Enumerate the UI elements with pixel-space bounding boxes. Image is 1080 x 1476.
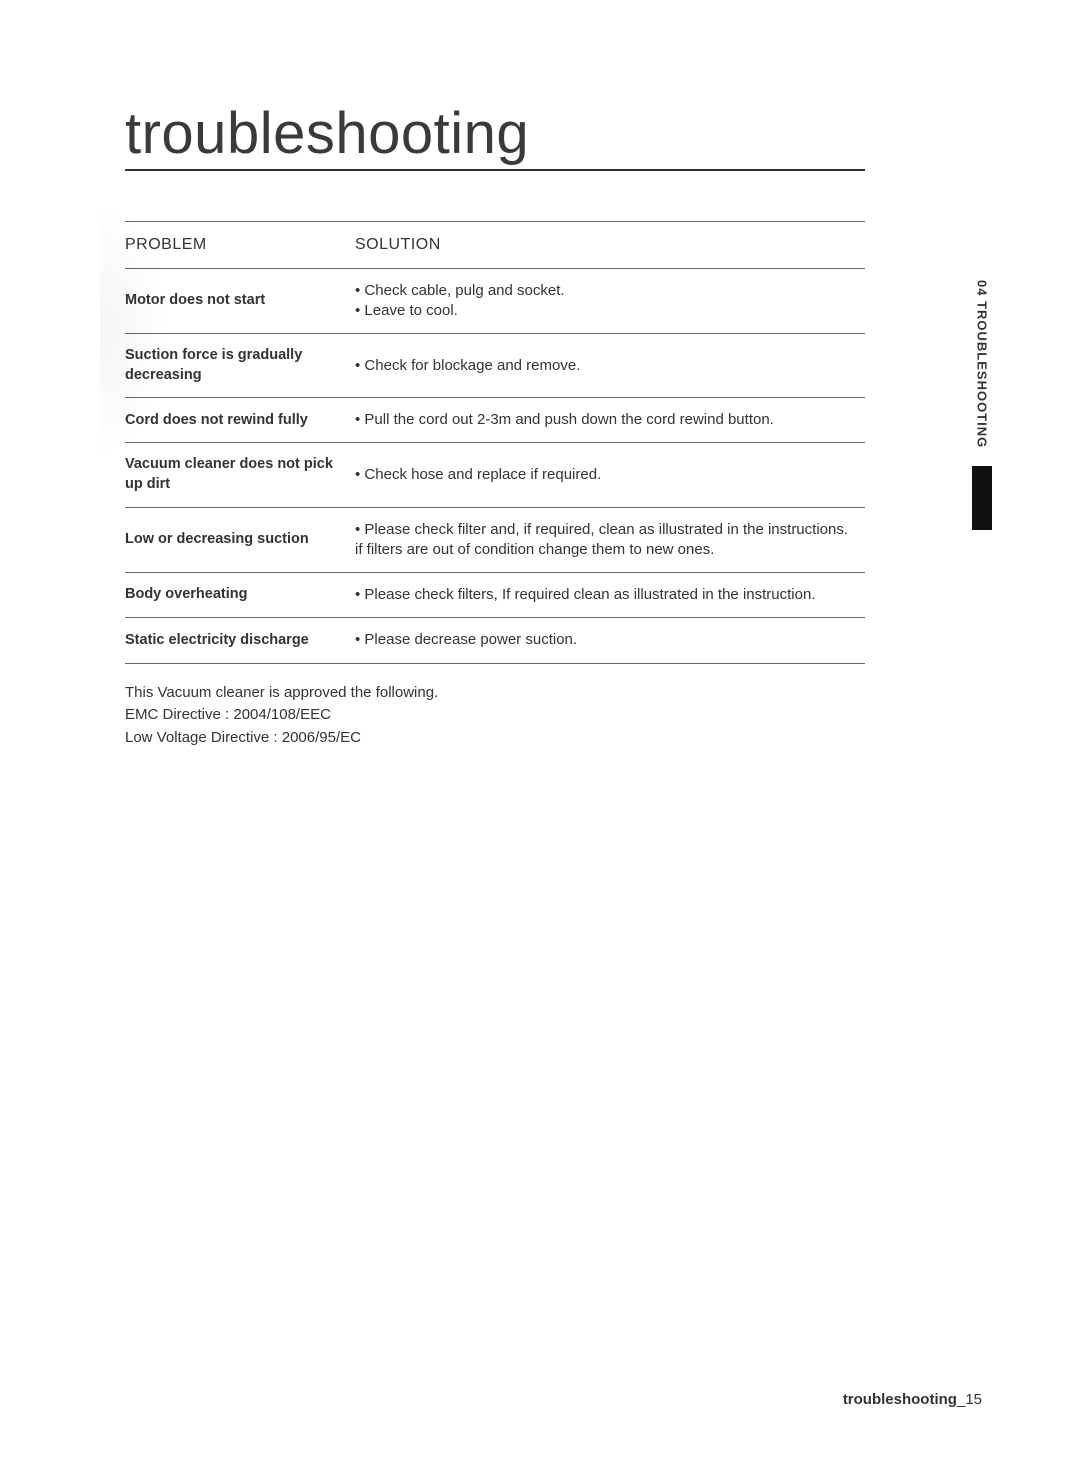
solution-item: Pull the cord out 2-3m and push down the…: [355, 410, 859, 430]
solution-list: Check cable, pulg and socket.Leave to co…: [355, 281, 859, 322]
problem-cell: Cord does not rewind fully: [125, 398, 355, 443]
side-tab-label: 04 TROUBLESHOOTING: [975, 280, 990, 448]
solution-list: Please check filter and, if required, cl…: [355, 520, 859, 561]
solution-item: Leave to cool.: [355, 301, 859, 321]
compliance-notes: This Vacuum cleaner is approved the foll…: [125, 682, 990, 750]
problem-cell: Low or decreasing suction: [125, 507, 355, 573]
solution-list: Check for blockage and remove.: [355, 356, 859, 376]
solution-item: Please check filter and, if required, cl…: [355, 520, 859, 561]
page-footer: troubleshooting_15: [843, 1391, 982, 1408]
problem-cell: Motor does not start: [125, 268, 355, 334]
table-row: Cord does not rewind fullyPull the cord …: [125, 398, 865, 443]
solution-list: Pull the cord out 2-3m and push down the…: [355, 410, 859, 430]
solution-list: Check hose and replace if required.: [355, 465, 859, 485]
solution-cell: Please check filters, If required clean …: [355, 573, 865, 618]
solution-cell: Check cable, pulg and socket.Leave to co…: [355, 268, 865, 334]
solution-item: Please decrease power suction.: [355, 630, 859, 650]
manual-page: troubleshooting PROBLEM SOLUTION Motor d…: [0, 0, 1080, 1476]
note-line: EMC Directive : 2004/108/EEC: [125, 704, 990, 727]
problem-cell: Vacuum cleaner does not pick up dirt: [125, 443, 355, 507]
troubleshooting-table: PROBLEM SOLUTION Motor does not startChe…: [125, 221, 865, 664]
table-body: Motor does not startCheck cable, pulg an…: [125, 268, 865, 663]
table-row: Body overheatingPlease check filters, If…: [125, 573, 865, 618]
note-line: This Vacuum cleaner is approved the foll…: [125, 682, 990, 705]
solution-list: Please check filters, If required clean …: [355, 585, 859, 605]
solution-item: Please check filters, If required clean …: [355, 585, 859, 605]
solution-cell: Pull the cord out 2-3m and push down the…: [355, 398, 865, 443]
solution-list: Please decrease power suction.: [355, 630, 859, 650]
solution-cell: Check for blockage and remove.: [355, 334, 865, 398]
note-line: Low Voltage Directive : 2006/95/EC: [125, 727, 990, 750]
solution-cell: Check hose and replace if required.: [355, 443, 865, 507]
side-tab-marker: [972, 466, 992, 530]
col-solution: SOLUTION: [355, 222, 865, 269]
solution-cell: Please check filter and, if required, cl…: [355, 507, 865, 573]
solution-item: Check cable, pulg and socket.: [355, 281, 859, 301]
footer-page-number: 15: [965, 1391, 982, 1408]
solution-item: Check hose and replace if required.: [355, 465, 859, 485]
problem-cell: Static electricity discharge: [125, 618, 355, 663]
table-header-row: PROBLEM SOLUTION: [125, 222, 865, 269]
table-row: Static electricity dischargePlease decre…: [125, 618, 865, 663]
col-problem: PROBLEM: [125, 222, 355, 269]
table-row: Suction force is gradually decreasingChe…: [125, 334, 865, 398]
table-row: Vacuum cleaner does not pick up dirtChec…: [125, 443, 865, 507]
page-title: troubleshooting: [125, 100, 865, 171]
problem-cell: Body overheating: [125, 573, 355, 618]
troubleshooting-table-wrap: PROBLEM SOLUTION Motor does not startChe…: [125, 221, 865, 664]
footer-section: troubleshooting: [843, 1391, 957, 1408]
solution-item: Check for blockage and remove.: [355, 356, 859, 376]
table-row: Motor does not startCheck cable, pulg an…: [125, 268, 865, 334]
problem-cell: Suction force is gradually decreasing: [125, 334, 355, 398]
side-tab: 04 TROUBLESHOOTING: [972, 280, 992, 530]
solution-cell: Please decrease power suction.: [355, 618, 865, 663]
table-row: Low or decreasing suctionPlease check fi…: [125, 507, 865, 573]
